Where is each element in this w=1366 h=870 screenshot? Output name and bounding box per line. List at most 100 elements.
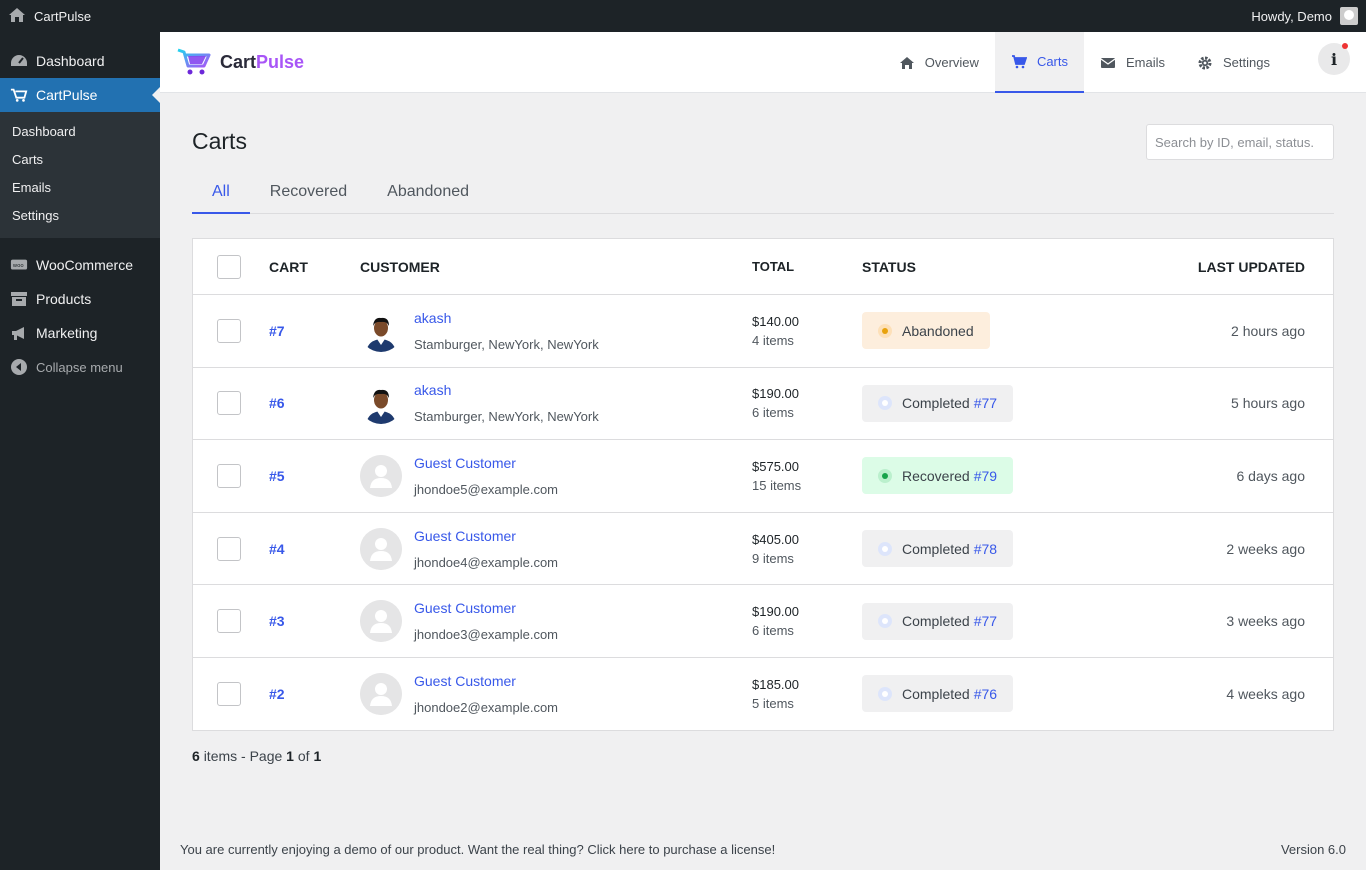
plugin-header: CartPulse Overview Carts Emails Settings… bbox=[160, 32, 1366, 93]
last-updated: 6 days ago bbox=[1236, 467, 1306, 484]
page-title: Carts bbox=[192, 128, 247, 154]
customer-avatar bbox=[360, 672, 402, 715]
table-header-row: CART CUSTOMER TOTAL STATUS LAST UPDATED bbox=[193, 239, 1333, 294]
order-link[interactable]: #79 bbox=[973, 467, 998, 484]
cart-item-count: 15 items bbox=[752, 477, 802, 493]
customer-name-link[interactable]: akash bbox=[414, 309, 452, 326]
row-checkbox[interactable] bbox=[217, 609, 241, 634]
nav-emails[interactable]: Emails bbox=[1084, 32, 1181, 93]
customer-detail: jhondoe2@example.com bbox=[414, 699, 559, 715]
site-name: CartPulse bbox=[34, 8, 92, 24]
nav-carts[interactable]: Carts bbox=[994, 32, 1084, 93]
collapse-menu-button[interactable]: Collapse menu bbox=[0, 350, 160, 384]
last-updated: 3 weeks ago bbox=[1226, 613, 1305, 630]
table-row[interactable]: #4 Guest Customer jhondoe4@example.com $405… bbox=[193, 511, 1333, 585]
site-name-link[interactable]: CartPulse bbox=[8, 7, 91, 26]
howdy-text: Howdy, Demo bbox=[1251, 8, 1332, 24]
row-checkbox[interactable] bbox=[217, 463, 241, 488]
cart-id-link[interactable]: #5 bbox=[269, 467, 285, 484]
customer-detail: Stamburger, NewYork, NewYork bbox=[414, 336, 599, 352]
row-checkbox[interactable] bbox=[217, 536, 241, 561]
nav-overview[interactable]: Overview bbox=[883, 32, 995, 93]
cartpulse-submenu: Dashboard Carts Emails Settings bbox=[0, 112, 160, 238]
collapse-icon bbox=[10, 358, 28, 376]
status-badge: Recovered #79 bbox=[862, 457, 1014, 495]
admin-bar: CartPulse Howdy, Demo bbox=[0, 0, 1366, 32]
current-page: 1 bbox=[286, 748, 294, 764]
cart-item-count: 4 items bbox=[752, 332, 794, 348]
cart-item-count: 6 items bbox=[752, 405, 794, 421]
customer-name-link[interactable]: Guest Customer bbox=[414, 600, 516, 617]
table-row[interactable]: #7 akash Stamburger, NewYork, NewYork $140.… bbox=[193, 294, 1333, 367]
status-dot-icon bbox=[878, 686, 892, 701]
column-header-last-updated[interactable]: LAST UPDATED bbox=[1197, 258, 1305, 275]
table-row[interactable]: #5 Guest Customer jhondoe5@example.com $575… bbox=[193, 439, 1333, 512]
customer-avatar bbox=[360, 382, 402, 425]
cart-filter-tabs: All Recovered Abandoned bbox=[192, 177, 1334, 214]
cartpulse-logo[interactable]: CartPulse bbox=[176, 46, 304, 79]
status-label: Completed bbox=[902, 613, 970, 630]
demo-purchase-link[interactable]: You are currently enjoying a demo of our… bbox=[180, 842, 776, 857]
customer-detail: jhondoe4@example.com bbox=[414, 554, 559, 570]
archive-icon bbox=[10, 290, 28, 308]
customer-avatar bbox=[360, 309, 402, 352]
select-all-checkbox[interactable] bbox=[217, 254, 241, 279]
brand-wordmark: CartPulse bbox=[220, 51, 305, 72]
sidebar-item-cartpulse[interactable]: CartPulse bbox=[0, 78, 160, 112]
version-text: Version 6.0 bbox=[1280, 842, 1346, 857]
cart-id-link[interactable]: #6 bbox=[269, 395, 285, 412]
order-link[interactable]: #78 bbox=[973, 540, 998, 557]
cart-total: $190.00 bbox=[752, 386, 799, 402]
row-checkbox[interactable] bbox=[217, 318, 241, 343]
sidebar-item-marketing[interactable]: Marketing bbox=[0, 316, 160, 350]
customer-name-link[interactable]: Guest Customer bbox=[414, 527, 516, 544]
tab-recovered[interactable]: Recovered bbox=[269, 183, 348, 200]
table-row[interactable]: #3 Guest Customer jhondoe3@example.com $190… bbox=[193, 584, 1333, 657]
column-header-status[interactable]: STATUS bbox=[862, 258, 916, 275]
order-link[interactable]: #77 bbox=[973, 613, 998, 630]
order-link[interactable]: #77 bbox=[973, 395, 998, 412]
cart-total: $140.00 bbox=[752, 313, 799, 329]
cart-total: $575.00 bbox=[752, 458, 799, 474]
nav-settings[interactable]: Settings bbox=[1181, 32, 1286, 93]
row-checkbox[interactable] bbox=[217, 681, 241, 706]
nav-label: Carts bbox=[1036, 54, 1068, 69]
sidebar-item-products[interactable]: Products bbox=[0, 282, 160, 316]
info-button[interactable]: i bbox=[1318, 43, 1350, 75]
last-updated: 4 weeks ago bbox=[1226, 685, 1305, 702]
sidebar-item-dashboard[interactable]: Dashboard bbox=[0, 44, 160, 78]
nav-label: Overview bbox=[924, 55, 979, 70]
status-label: Completed bbox=[902, 540, 970, 557]
submenu-item-settings[interactable]: Settings bbox=[12, 208, 59, 223]
customer-detail: jhondoe5@example.com bbox=[414, 481, 559, 497]
tab-abandoned[interactable]: Abandoned bbox=[387, 183, 470, 200]
dashboard-icon bbox=[10, 52, 28, 70]
cart-id-link[interactable]: #3 bbox=[269, 613, 285, 630]
account-menu[interactable]: Howdy, Demo bbox=[1251, 7, 1358, 25]
submenu-item-dashboard[interactable]: Dashboard bbox=[12, 124, 76, 139]
order-link[interactable]: #76 bbox=[973, 685, 998, 702]
table-row[interactable]: #2 Guest Customer jhondoe2@example.com $185… bbox=[193, 656, 1333, 730]
sidebar-item-woocommerce[interactable]: woo WooCommerce bbox=[0, 248, 160, 282]
cart-id-link[interactable]: #4 bbox=[269, 540, 285, 557]
row-checkbox[interactable] bbox=[217, 391, 241, 416]
submenu-item-carts[interactable]: Carts bbox=[12, 152, 44, 167]
column-header-cart[interactable]: CART bbox=[269, 258, 308, 275]
cart-id-link[interactable]: #7 bbox=[269, 322, 285, 339]
customer-name-link[interactable]: Guest Customer bbox=[414, 454, 516, 471]
column-header-total[interactable]: TOTAL bbox=[752, 259, 795, 274]
submenu-item-emails[interactable]: Emails bbox=[12, 180, 52, 195]
column-header-customer[interactable]: CUSTOMER bbox=[360, 258, 440, 275]
customer-name-link[interactable]: Guest Customer bbox=[414, 672, 516, 689]
search-input[interactable]: Search by ID, email, status. bbox=[1146, 124, 1334, 160]
sidebar-item-label: WooCommerce bbox=[36, 257, 133, 273]
customer-name-link[interactable]: akash bbox=[414, 382, 452, 399]
cart-id-link[interactable]: #2 bbox=[269, 685, 285, 702]
pagination-info: 6 items - Page 1 of 1 bbox=[192, 748, 321, 764]
status-dot-icon bbox=[878, 396, 892, 411]
collapse-label: Collapse menu bbox=[36, 359, 123, 375]
search-placeholder: Search by ID, email, status. bbox=[1155, 134, 1314, 150]
table-row[interactable]: #6 akash Stamburger, NewYork, NewYork $190.… bbox=[193, 366, 1333, 440]
user-avatar bbox=[1340, 7, 1358, 25]
tab-all[interactable]: All bbox=[192, 177, 250, 214]
